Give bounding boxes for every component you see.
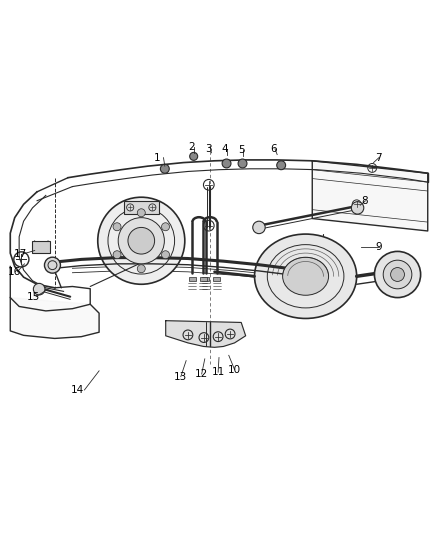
Text: 12: 12 [195,369,208,379]
Text: 2: 2 [188,142,195,151]
Circle shape [118,217,164,264]
Text: 9: 9 [375,243,382,253]
Text: 13: 13 [174,372,187,382]
Text: 10: 10 [228,365,241,375]
Text: 8: 8 [361,196,368,206]
Text: 7: 7 [375,152,382,163]
Circle shape [137,209,145,217]
Polygon shape [312,161,428,231]
Circle shape [45,257,60,273]
Circle shape [351,201,364,214]
Text: 15: 15 [27,292,40,302]
Circle shape [277,161,286,169]
Circle shape [374,252,420,297]
Circle shape [190,152,198,160]
Polygon shape [166,321,246,348]
Text: 16: 16 [8,267,21,277]
Bar [200,277,207,281]
Circle shape [113,223,121,231]
Text: 14: 14 [71,385,85,395]
Bar [124,201,159,214]
Circle shape [128,228,155,254]
Bar [32,241,50,253]
Text: 17: 17 [14,249,27,259]
Ellipse shape [254,234,357,318]
Text: 4: 4 [222,144,228,154]
Circle shape [391,268,404,281]
Circle shape [162,251,170,259]
Circle shape [137,265,145,273]
Circle shape [113,251,121,259]
Ellipse shape [283,257,328,295]
Polygon shape [10,297,99,338]
Circle shape [383,260,412,289]
Circle shape [253,221,265,233]
Circle shape [33,284,45,295]
Bar [189,277,196,281]
Bar [202,277,209,281]
Text: 5: 5 [238,145,244,155]
Circle shape [98,197,185,284]
Bar [213,277,220,281]
Circle shape [222,159,231,168]
Circle shape [162,223,170,231]
Circle shape [160,164,169,173]
Text: 6: 6 [270,144,276,154]
Text: 3: 3 [205,144,212,154]
Text: 1: 1 [153,152,160,163]
Text: 11: 11 [212,367,225,377]
Circle shape [238,159,247,168]
